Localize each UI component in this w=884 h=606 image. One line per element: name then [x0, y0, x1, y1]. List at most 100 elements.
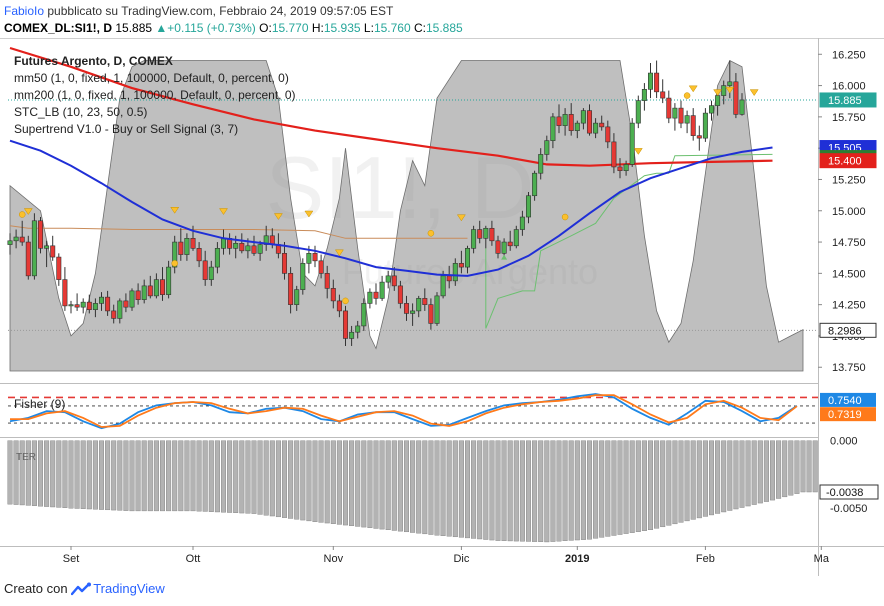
- low-label: L:: [363, 21, 374, 35]
- tva-bar: [465, 440, 471, 539]
- tva-bar: [611, 440, 617, 536]
- sell-triangle: [725, 86, 735, 94]
- candle: [605, 120, 611, 149]
- tva-bar: [666, 440, 672, 526]
- tva-bar: [763, 440, 769, 502]
- candle: [684, 110, 690, 134]
- tva-bar: [434, 440, 440, 536]
- candle: [318, 254, 324, 279]
- candle-body: [532, 172, 538, 197]
- tva-bar: [257, 440, 263, 515]
- candle: [160, 267, 166, 301]
- tva-bar: [159, 440, 165, 512]
- candle: [422, 288, 428, 311]
- tradingview-brand-link[interactable]: TradingView: [93, 581, 165, 596]
- price-tick-label: 13.750: [832, 362, 866, 374]
- candle: [294, 285, 300, 311]
- candle-body: [422, 298, 428, 305]
- candle: [733, 73, 739, 119]
- high-label: H:: [311, 21, 324, 35]
- candle: [586, 104, 592, 136]
- candle-body: [208, 266, 214, 280]
- candle-body: [117, 300, 123, 319]
- tva-bar: [44, 440, 50, 507]
- candle-body: [239, 243, 245, 252]
- tva-bar: [660, 440, 666, 528]
- candle-body: [31, 220, 37, 277]
- candle-body: [672, 107, 678, 119]
- sell-triangle: [334, 249, 344, 257]
- tva-bar: [428, 440, 434, 535]
- candle-body: [477, 229, 483, 239]
- candle-body: [367, 291, 373, 304]
- tva-tick-label: -0.0050: [830, 503, 867, 515]
- legend-mm200: mm200 (1, 0, fixed, 1, 100000, Default, …: [14, 88, 296, 102]
- candle: [385, 270, 391, 289]
- fisher-badge-label: 0.7319: [828, 409, 862, 421]
- candle: [99, 292, 105, 311]
- candle-body: [440, 275, 446, 297]
- candle: [184, 233, 190, 261]
- tva-bar: [550, 440, 556, 542]
- tva-bar: [62, 440, 68, 508]
- tva-bar: [343, 440, 349, 526]
- tva-bar: [7, 440, 13, 505]
- tva-bar: [13, 440, 19, 505]
- tva-bar: [770, 440, 776, 501]
- tva-bar: [727, 440, 733, 511]
- candle-body: [25, 241, 31, 277]
- tva-bar: [397, 440, 403, 532]
- candle: [416, 295, 422, 318]
- open-label: O:: [259, 21, 272, 35]
- fisher-line: [9, 393, 798, 430]
- candle-body: [623, 164, 629, 171]
- tva-bar: [294, 440, 300, 520]
- candle: [251, 235, 257, 256]
- tva-bar: [605, 440, 611, 537]
- candle-body: [635, 100, 641, 124]
- candle-body: [690, 115, 696, 136]
- tva-bar: [599, 440, 605, 538]
- fisher-badge: [820, 407, 876, 422]
- tva-bar: [367, 440, 373, 528]
- buy-arrow: [501, 254, 508, 260]
- candle: [300, 258, 306, 295]
- candle: [739, 93, 745, 116]
- tva-bar: [373, 440, 379, 529]
- sell-triangle: [688, 85, 698, 93]
- price-tick-label: 15.250: [832, 174, 866, 186]
- signal-dot: [427, 230, 435, 237]
- candle: [483, 225, 489, 249]
- tva-bar: [220, 440, 226, 513]
- author-link[interactable]: FabioIo: [4, 4, 45, 18]
- candle: [111, 304, 117, 324]
- candle: [599, 115, 605, 131]
- candle-body: [617, 166, 623, 171]
- candle-body: [727, 81, 733, 86]
- tva-bar: [379, 440, 385, 530]
- tva-bar: [282, 440, 288, 518]
- tva-bar: [147, 440, 153, 512]
- chart-area[interactable]: SI1!, D Futures Argento Fisher (9) TER 1…: [0, 38, 884, 576]
- tva-bar: [532, 440, 538, 542]
- tva-bar: [123, 440, 129, 511]
- candle: [50, 235, 56, 261]
- price-badge: [819, 322, 877, 338]
- tva-bar: [269, 440, 275, 517]
- candle-body: [56, 256, 62, 280]
- price-badge: [819, 92, 877, 108]
- candle: [568, 103, 574, 136]
- tva-bar: [166, 440, 172, 512]
- symbol-label: COMEX_DL:SI1!, D: [4, 21, 113, 35]
- candle: [196, 242, 202, 268]
- candle-body: [74, 304, 80, 308]
- time-tick-label: Dic: [453, 553, 469, 565]
- price-tick-label: 14.750: [832, 237, 866, 249]
- candle: [153, 273, 159, 299]
- candle: [330, 279, 336, 309]
- tva-bar: [416, 440, 422, 534]
- legend-title: Futures Argento, D, COMEX: [14, 54, 173, 68]
- candle: [489, 220, 495, 246]
- candle-body: [708, 105, 714, 114]
- candle-body: [37, 220, 43, 249]
